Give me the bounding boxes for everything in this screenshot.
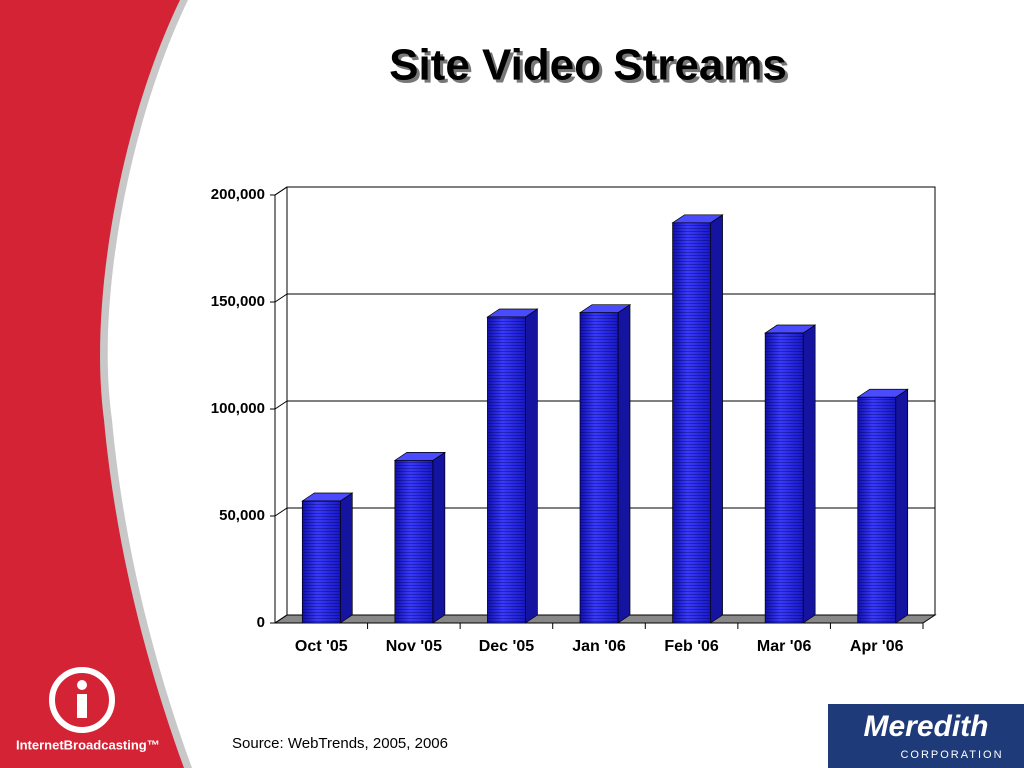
y-tick-label: 150,000 (211, 293, 265, 310)
bar-side (525, 308, 538, 624)
bar-side (802, 324, 816, 624)
bar-texture (765, 333, 804, 623)
right-logo-text: Meredith (863, 710, 988, 743)
bar-texture (580, 312, 618, 623)
y-tick-label: 200,000 (211, 186, 265, 203)
bar (671, 214, 724, 624)
bar (856, 388, 909, 624)
grid-line-side (274, 400, 288, 410)
title-shadow: Site Video Streams (392, 44, 790, 93)
bar-texture (487, 316, 526, 623)
swoosh (0, 0, 184, 768)
chart-title: Site Video Streams (389, 41, 787, 90)
left-logo-text: InternetBroadcasting™ (16, 737, 160, 752)
bar-texture (302, 501, 341, 623)
grid-line-side (274, 507, 288, 517)
bar-side (617, 304, 631, 624)
bar-texture (857, 397, 896, 623)
left-logo-icon (49, 667, 115, 733)
bar (393, 451, 447, 624)
y-tick-label: 0 (257, 614, 265, 631)
bar-texture (672, 222, 711, 623)
bar (301, 492, 354, 624)
right-logo-sub: CORPORATION (900, 749, 1003, 761)
bar-texture (394, 460, 433, 623)
y-tick-label: 100,000 (211, 400, 265, 417)
x-tick-label: Oct '05 (295, 638, 348, 655)
y-tick-label: 50,000 (219, 507, 265, 524)
bar-side (432, 451, 446, 624)
right-logo-box (828, 704, 1024, 768)
x-tick-label: Jan '06 (572, 638, 626, 655)
x-tick-label: Apr '06 (850, 638, 904, 655)
bar-side (339, 492, 353, 624)
x-tick-label: Dec '05 (479, 638, 535, 655)
x-tick-label: Feb '06 (664, 638, 719, 655)
grid-line-side (274, 293, 288, 303)
bar (486, 308, 539, 624)
bar (763, 324, 817, 624)
x-tick-label: Nov '05 (386, 638, 442, 655)
source-note: Source: WebTrends, 2005, 2006 (232, 735, 448, 752)
x-tick-label: Mar '06 (757, 638, 812, 655)
grid-line-side (274, 614, 288, 624)
bar-side (895, 388, 909, 624)
bar (578, 304, 632, 624)
grid-line-side (274, 186, 288, 196)
bar-side (710, 214, 723, 624)
